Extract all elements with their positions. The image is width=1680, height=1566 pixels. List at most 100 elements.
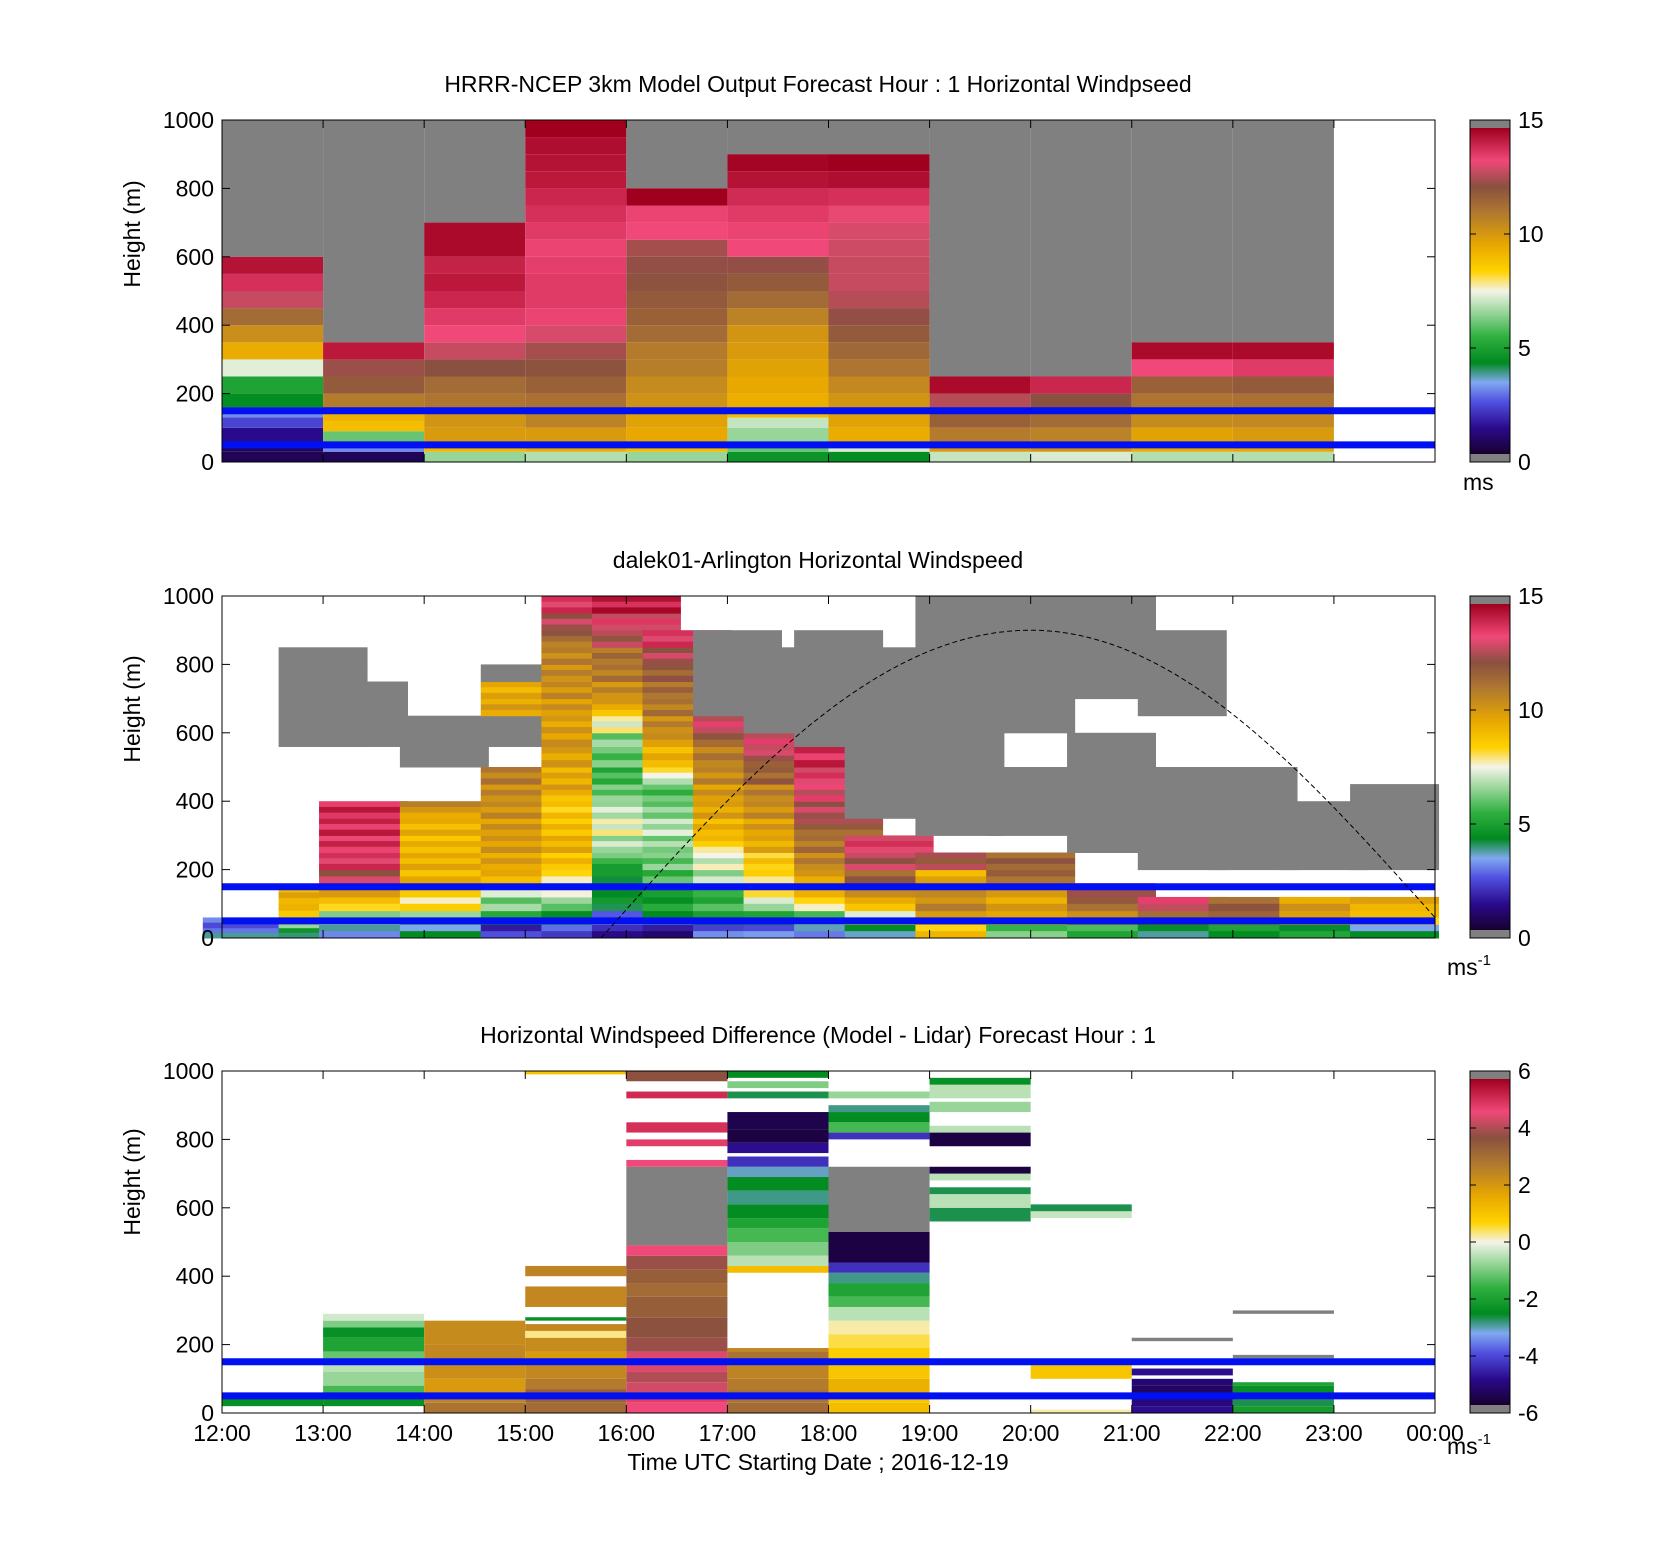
lidar-cell xyxy=(794,641,884,648)
lidar-cell xyxy=(693,784,783,791)
difference-cell xyxy=(626,1296,728,1318)
lidar-cell xyxy=(743,890,833,898)
lidar-cell xyxy=(480,806,570,814)
lidar-cell xyxy=(693,801,783,808)
lidar-cell xyxy=(541,601,631,608)
y-tick-label: 400 xyxy=(176,1263,214,1289)
lidar-cell xyxy=(1208,896,1298,905)
model-cell xyxy=(222,451,324,462)
lidar-cell xyxy=(591,613,681,620)
model-missing-cell xyxy=(323,120,425,343)
lidar-cell xyxy=(693,812,783,819)
lidar-cell xyxy=(693,687,783,694)
lidar-cell xyxy=(642,641,732,648)
panel-model-ylabel: Height (m) xyxy=(119,180,145,287)
lidar-cell xyxy=(844,704,934,711)
lidar-cell xyxy=(541,732,631,741)
lidar-cell xyxy=(743,721,833,728)
difference-cell xyxy=(727,1190,829,1205)
lidar-cell xyxy=(591,863,681,871)
lidar-cell xyxy=(693,739,783,747)
difference-cell xyxy=(727,1348,829,1352)
difference-cell xyxy=(929,1166,1031,1174)
lidar-cell xyxy=(844,653,934,660)
lidar-cell xyxy=(693,630,783,637)
model-cell xyxy=(525,154,627,172)
lidar-cell xyxy=(794,658,884,665)
lidar-cell xyxy=(480,681,570,688)
model-cell xyxy=(626,205,728,223)
lidar-cell xyxy=(693,746,783,754)
difference-cell xyxy=(727,1112,829,1130)
difference-cell xyxy=(828,1132,930,1140)
lidar-cell xyxy=(541,846,631,853)
lidar-cell xyxy=(642,772,732,779)
lidar-cell xyxy=(743,910,833,918)
lidar-cell xyxy=(986,784,1076,791)
lidar-cell xyxy=(693,869,783,877)
lidar-cell xyxy=(319,698,408,705)
lidar-cell xyxy=(1137,910,1227,918)
model-cell xyxy=(626,376,728,394)
lidar-cell xyxy=(1350,824,1440,831)
lidar-cell xyxy=(319,725,408,734)
model-cell xyxy=(424,451,526,462)
lidar-cell xyxy=(1208,924,1298,932)
lidar-cell xyxy=(591,829,681,836)
lidar-cell xyxy=(693,664,783,671)
model-cell xyxy=(828,342,930,360)
difference-cell xyxy=(929,1187,1031,1195)
x-tick-label: 21:00 xyxy=(1103,1420,1161,1446)
lidar-cell xyxy=(1137,818,1227,825)
lidar-cell xyxy=(693,795,783,802)
lidar-cell xyxy=(642,675,732,682)
lidar-cell xyxy=(591,896,681,905)
lidar-cell xyxy=(541,818,631,825)
lidar-cell xyxy=(1350,795,1440,802)
model-cell xyxy=(525,342,627,360)
lidar-cell xyxy=(642,863,732,871)
lidar-cell xyxy=(319,852,408,859)
lidar-cell xyxy=(1350,812,1440,819)
model-cell xyxy=(222,273,324,291)
lidar-cell xyxy=(915,658,1005,665)
lidar-cell xyxy=(986,687,1076,694)
lidar-cell xyxy=(399,801,489,808)
y-tick-label: 1000 xyxy=(163,583,214,609)
lidar-cell xyxy=(743,761,833,768)
y-tick-label: 0 xyxy=(201,449,214,475)
lidar-cell xyxy=(844,924,934,932)
lidar-cell xyxy=(794,846,884,853)
lidar-cell xyxy=(1067,841,1157,848)
difference-cell xyxy=(626,1245,728,1256)
lidar-cell xyxy=(915,738,1005,745)
lidar-cell xyxy=(693,835,783,842)
lidar-cell xyxy=(1279,846,1369,853)
lidar-cell xyxy=(541,721,631,728)
lidar-cell xyxy=(743,824,833,831)
model-cell xyxy=(1232,451,1334,462)
colorbar-tick-label: 15 xyxy=(1518,107,1544,133)
lidar-cell xyxy=(1350,829,1440,836)
lidar-cell xyxy=(591,630,681,637)
lidar-cell xyxy=(399,829,489,836)
difference-cell xyxy=(626,1371,728,1383)
model-cell xyxy=(828,273,930,291)
lidar-cell xyxy=(794,806,884,814)
lidar-cell xyxy=(915,858,1005,865)
lidar-cell xyxy=(915,795,1005,802)
lidar-cell xyxy=(1279,824,1369,831)
lidar-cell xyxy=(642,806,732,814)
lidar-cell xyxy=(319,720,408,727)
lidar-cell xyxy=(844,670,934,677)
difference-cell xyxy=(828,1283,930,1297)
lidar-cell xyxy=(541,658,631,665)
lidar-cell xyxy=(693,778,783,785)
difference-cell xyxy=(727,1242,829,1256)
lidar-cell xyxy=(915,596,1005,603)
lidar-cell xyxy=(399,753,489,761)
lidar-cell xyxy=(915,715,1005,722)
lidar-cell xyxy=(642,924,732,932)
lidar-cell xyxy=(642,681,732,688)
lidar-cell xyxy=(591,903,681,912)
